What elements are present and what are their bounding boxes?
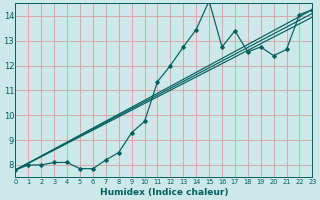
X-axis label: Humidex (Indice chaleur): Humidex (Indice chaleur): [100, 188, 228, 197]
